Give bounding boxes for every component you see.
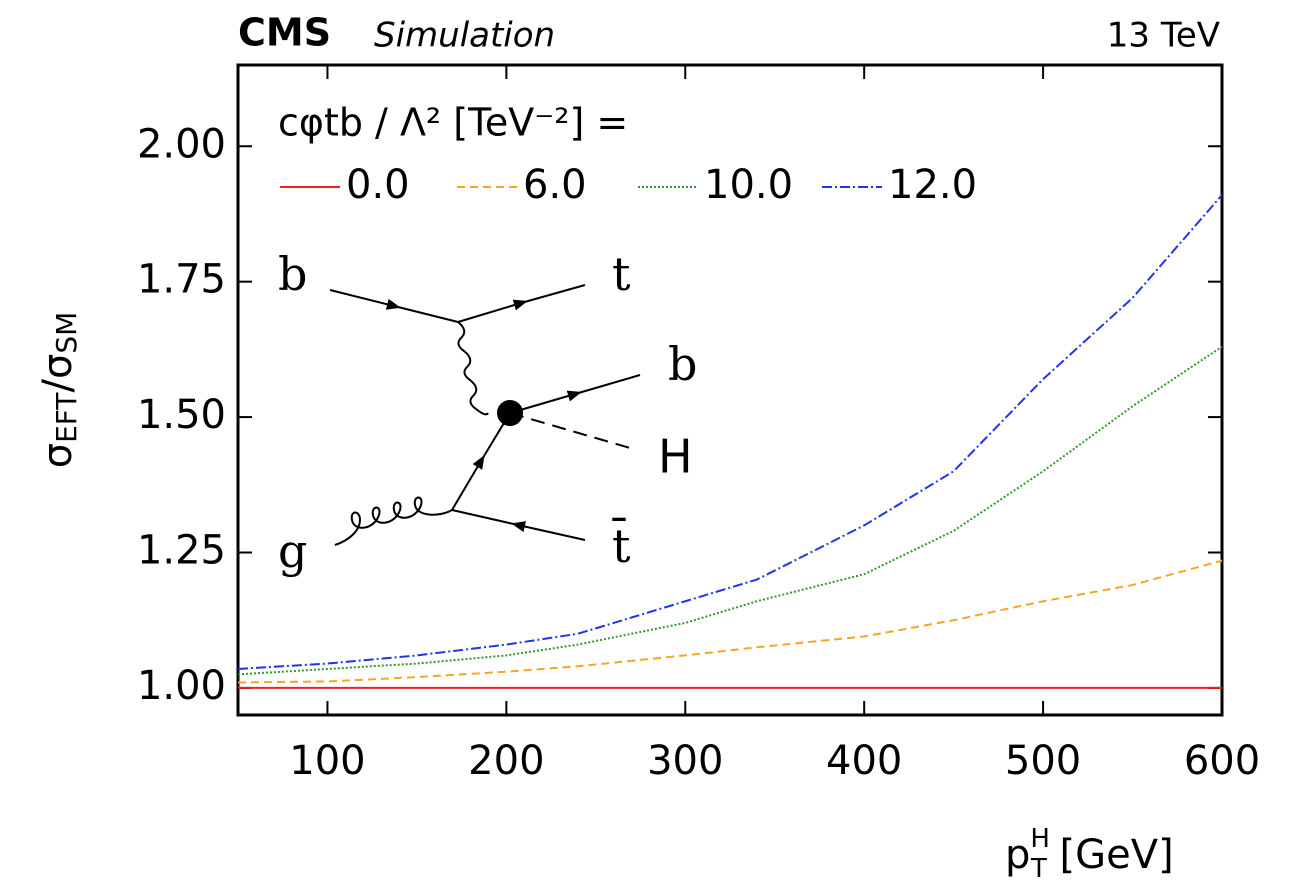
x-tick-label: 400 [826, 738, 902, 784]
feynman-diagram [329, 284, 641, 546]
propagator [451, 412, 511, 511]
plot-frame [236, 63, 1224, 717]
y-tick-label: 2.00 [137, 121, 226, 167]
diagram-label: b [278, 247, 307, 301]
legend-label: 12.0 [888, 162, 977, 208]
diagram-label: g [278, 524, 307, 578]
x-label: pH T [GeV] [1005, 824, 1174, 884]
legend-label: 0.0 [346, 162, 410, 208]
x-tick-label: 300 [647, 738, 723, 784]
higgs-line [509, 412, 631, 449]
diagram-label: t̄ [612, 516, 631, 573]
series-line [237, 194, 1223, 670]
y-label-part: SM [50, 312, 83, 354]
legend-label: 10.0 [704, 162, 793, 208]
energy: 13 TeV [1107, 16, 1220, 56]
propagator [329, 289, 459, 323]
propagator [451, 509, 586, 541]
y-tick-label: 1.50 [137, 392, 226, 438]
legend-title: cφtb / Λ² [TeV⁻²] = [278, 101, 628, 145]
x-label-part: T [1030, 854, 1047, 884]
series-line [237, 345, 1223, 676]
w-boson [457, 321, 489, 416]
y-label-part: σ [35, 443, 81, 468]
x-tick-label: 200 [468, 738, 544, 784]
legend-label: 6.0 [523, 162, 587, 208]
experiment: CMS [238, 11, 331, 55]
diagram-label: H [658, 430, 693, 484]
y-tick-label: 1.75 [137, 257, 226, 303]
y-label: σEFT/σSM [35, 312, 83, 469]
x-tick-label: 600 [1184, 738, 1260, 784]
vertex [497, 400, 523, 426]
y-tick-label: 1.00 [137, 663, 226, 709]
x-label-part: p [1005, 832, 1030, 878]
y-tick-label: 1.25 [137, 528, 226, 574]
status: Simulation [374, 16, 555, 56]
x-label-part: H [1030, 824, 1050, 854]
x-tick-label: 100 [289, 738, 365, 784]
y-label-part: /σ [35, 354, 81, 393]
propagator [509, 374, 641, 414]
diagram-label: b [668, 337, 697, 391]
series-line [237, 559, 1223, 684]
y-label-part: EFT [50, 392, 83, 443]
x-tick-label: 500 [1005, 738, 1081, 784]
x-label-part: [GeV] [1047, 832, 1174, 878]
diagram-label: t [612, 247, 631, 301]
propagator [457, 284, 586, 323]
gluon [334, 496, 453, 546]
